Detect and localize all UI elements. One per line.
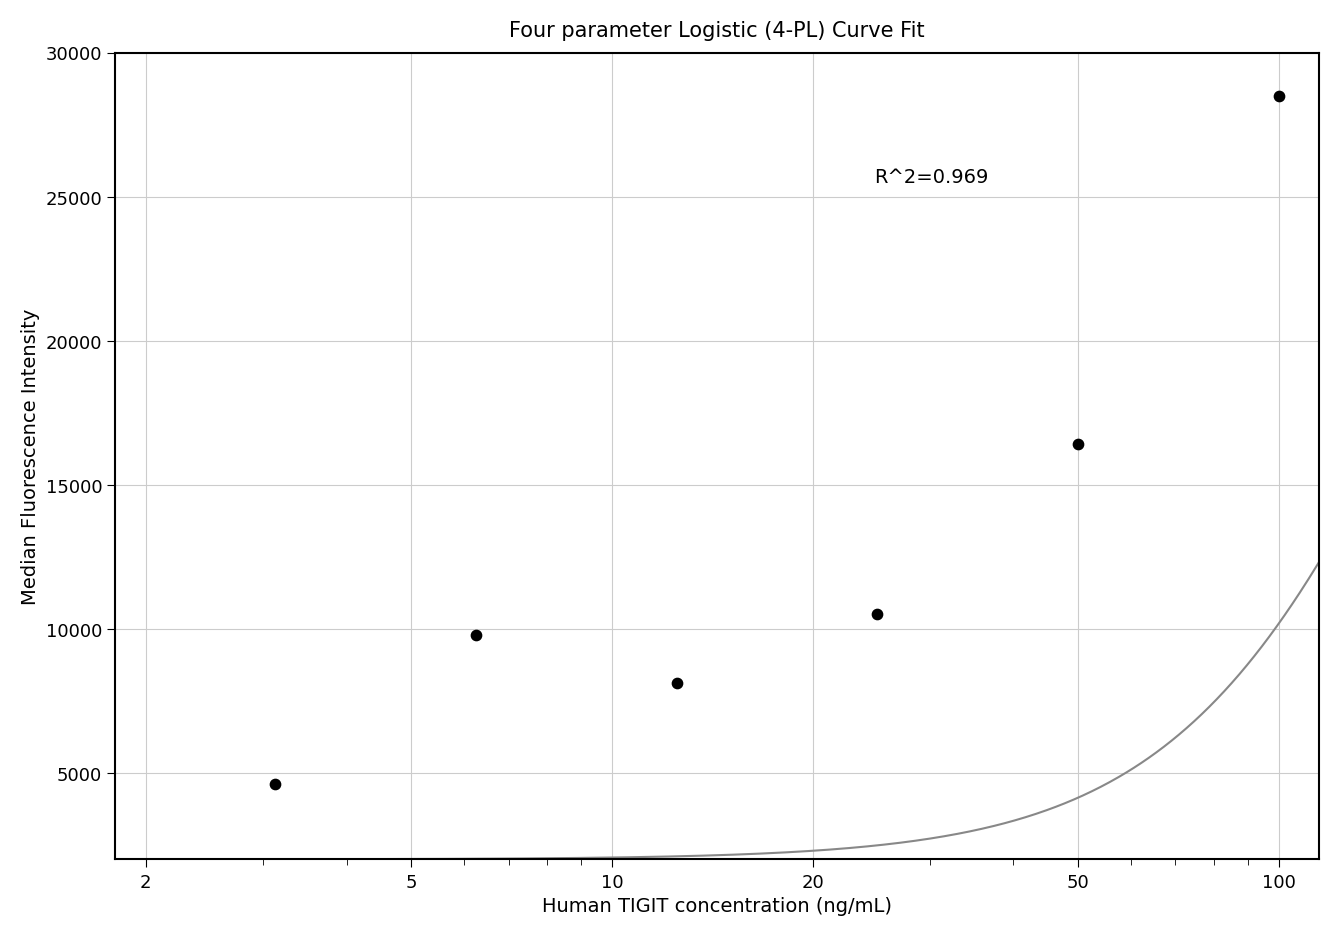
Point	[1067, 437, 1088, 452]
Point	[867, 607, 888, 622]
X-axis label: Human TIGIT concentration (ng/mL): Human TIGIT concentration (ng/mL)	[543, 896, 892, 915]
Title: Four parameter Logistic (4-PL) Curve Fit: Four parameter Logistic (4-PL) Curve Fit	[509, 21, 925, 41]
Point	[465, 627, 486, 642]
Point	[666, 676, 687, 691]
Point	[264, 777, 285, 792]
Y-axis label: Median Fluorescence Intensity: Median Fluorescence Intensity	[21, 309, 40, 605]
Point	[1268, 89, 1289, 104]
Text: R^2=0.969: R^2=0.969	[874, 168, 988, 186]
